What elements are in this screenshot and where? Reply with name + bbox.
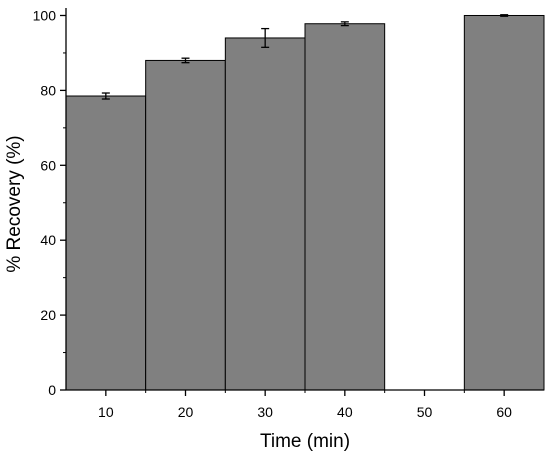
bars-group xyxy=(65,14,545,391)
y-tick-label-20: 20 xyxy=(40,307,56,323)
x-tick-label-10: 10 xyxy=(98,404,114,420)
ticks-group: 0 20 40 60 80 100 10 20 30 40 50 60 xyxy=(33,7,513,420)
y-axis-title: % Recovery (%) xyxy=(4,135,25,272)
bar-30 xyxy=(224,37,306,391)
x-axis-title: Time (min) xyxy=(260,431,350,452)
y-tick-label-80: 80 xyxy=(40,82,56,98)
bar-20 xyxy=(145,59,226,391)
bar-40 xyxy=(304,23,386,391)
y-tick-label-40: 40 xyxy=(40,232,56,248)
x-tick-label-20: 20 xyxy=(178,404,194,420)
bar-10 xyxy=(65,95,147,391)
bar-60 xyxy=(463,14,545,391)
x-tick-label-40: 40 xyxy=(337,404,353,420)
x-tick-label-50: 50 xyxy=(417,404,433,420)
x-tick-label-30: 30 xyxy=(257,404,273,420)
y-tick-label-60: 60 xyxy=(40,157,56,173)
y-tick-label-0: 0 xyxy=(48,382,56,398)
error-bars-group xyxy=(101,14,509,100)
x-tick-label-60: 60 xyxy=(496,404,512,420)
y-tick-label-100: 100 xyxy=(33,7,57,23)
